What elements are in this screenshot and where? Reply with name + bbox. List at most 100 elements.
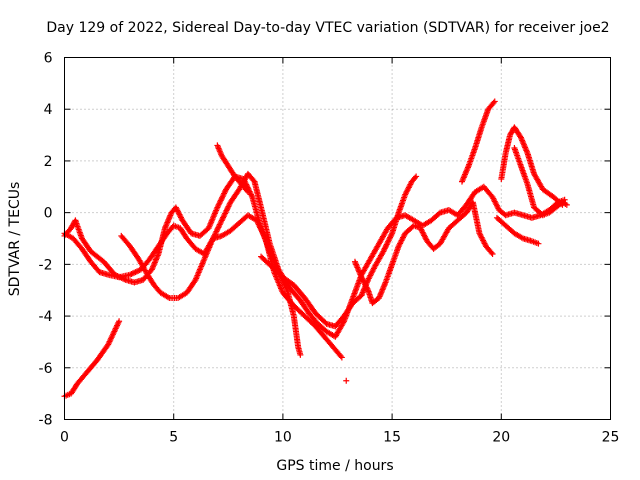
data-point	[216, 222, 223, 229]
data-point	[214, 204, 221, 211]
data-point	[535, 240, 542, 247]
data-point	[132, 269, 139, 276]
data-point	[380, 248, 387, 255]
data-point	[220, 191, 227, 198]
data-point	[384, 240, 391, 247]
data-point	[381, 247, 388, 254]
axis-ticks: 0 5 10 15 20 25 -8 -6 -4 -2 0 2 4 6	[39, 51, 620, 446]
y-tick-label: 6	[44, 51, 53, 67]
data-point	[218, 217, 225, 224]
data-point	[220, 213, 227, 220]
data-point	[258, 227, 265, 234]
data-point	[215, 203, 222, 210]
data-point	[219, 194, 226, 201]
data-point	[257, 225, 264, 232]
data-point	[563, 201, 570, 208]
x-tick-label: 10	[274, 430, 292, 446]
x-tick-label: 5	[169, 430, 178, 446]
x-tick-label: 0	[60, 430, 69, 446]
data-point	[259, 229, 266, 236]
data-point	[217, 198, 224, 205]
data-point	[221, 189, 228, 196]
data-point	[217, 220, 224, 227]
data-point	[244, 188, 251, 195]
y-tick-label: 0	[44, 206, 53, 222]
data-point	[490, 99, 497, 106]
data-point	[221, 190, 228, 197]
data-point	[381, 245, 388, 252]
data-point	[214, 227, 221, 234]
x-axis-label: GPS time / hours	[276, 458, 393, 474]
data-point	[243, 187, 250, 194]
data-point	[256, 222, 263, 229]
data-point	[219, 193, 226, 200]
grid-lines	[64, 57, 611, 420]
data-point	[215, 224, 222, 231]
data-point	[224, 204, 231, 211]
data-point	[222, 209, 229, 216]
data-point	[218, 218, 225, 225]
data-point	[343, 377, 350, 384]
data-point	[383, 242, 390, 249]
data-point	[220, 214, 227, 221]
data-point	[413, 173, 420, 180]
data-point	[387, 233, 394, 240]
data-point	[257, 224, 264, 231]
data-point	[226, 202, 233, 209]
data-point	[489, 251, 496, 258]
data-point	[116, 318, 123, 325]
data-point	[412, 174, 419, 181]
data-point	[382, 244, 389, 251]
data-point	[387, 234, 394, 241]
y-tick-label: 4	[44, 102, 53, 118]
data-point	[135, 267, 142, 274]
data-point	[215, 201, 222, 208]
data-point	[491, 98, 498, 105]
data-point	[248, 192, 255, 199]
data-point	[216, 200, 223, 207]
data-point	[216, 221, 223, 228]
y-tick-label: -2	[39, 257, 53, 273]
chart-title: Day 129 of 2022, Sidereal Day-to-day VTE…	[46, 20, 609, 36]
data-point	[218, 196, 225, 203]
y-tick-label: 2	[44, 154, 53, 170]
y-tick-label: -6	[39, 361, 53, 377]
data-point	[214, 225, 221, 232]
data-point	[297, 351, 304, 358]
data-point	[127, 271, 134, 278]
data-point	[255, 221, 262, 228]
data-point	[128, 271, 135, 278]
data-point	[221, 211, 228, 218]
data-point	[385, 237, 392, 244]
y-tick-label: -8	[39, 413, 53, 429]
data-point	[225, 203, 232, 210]
data-point	[133, 268, 140, 275]
data-point	[129, 270, 136, 277]
data-point	[254, 218, 261, 225]
data-point	[261, 234, 268, 241]
data-point	[338, 354, 345, 361]
data-point	[131, 269, 138, 276]
x-tick-label: 15	[383, 430, 401, 446]
data-point	[224, 206, 231, 213]
data-point	[383, 241, 390, 248]
y-axis-label: SDTVAR / TECUs	[7, 182, 23, 297]
data-points	[61, 98, 570, 400]
data-point	[247, 191, 254, 198]
data-point	[253, 217, 260, 224]
data-point	[255, 220, 262, 227]
data-point	[223, 207, 230, 214]
data-point	[219, 216, 226, 223]
data-point	[388, 231, 395, 238]
plot-frame	[64, 57, 611, 420]
data-point	[260, 231, 267, 238]
data-point	[259, 228, 266, 235]
x-tick-label: 25	[602, 430, 620, 446]
data-point	[213, 228, 220, 235]
data-point	[488, 249, 495, 256]
data-point	[337, 353, 344, 360]
data-point	[385, 238, 392, 245]
y-tick-label: -4	[39, 309, 53, 325]
data-point	[261, 232, 268, 239]
